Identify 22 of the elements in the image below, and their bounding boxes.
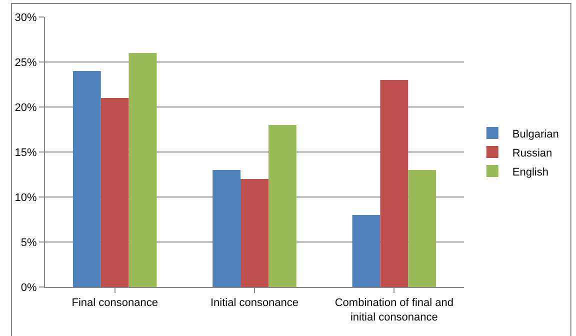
bar (268, 125, 296, 287)
x-tick-label: Final consonance (72, 297, 158, 310)
legend-label: Russian (512, 147, 552, 160)
bar (352, 215, 380, 287)
y-tick-label: 15% (14, 146, 38, 159)
bar (240, 179, 268, 287)
x-tick-label: Combination of final and initial consonance (334, 297, 454, 324)
bar (212, 170, 241, 287)
bar (380, 80, 408, 287)
x-tick-label: Initial consonance (210, 297, 299, 310)
legend-label: Bulgarian (512, 128, 559, 140)
y-tick-label: 30% (14, 12, 38, 24)
y-tick-label: 20% (14, 102, 38, 114)
bar (128, 53, 157, 287)
bar (408, 170, 436, 287)
y-tick-label: 5% (20, 236, 38, 249)
bar (72, 71, 101, 287)
bar (100, 98, 129, 287)
y-tick-label: 25% (14, 56, 38, 69)
legend-label: English (512, 166, 548, 178)
y-tick-label: 10% (14, 192, 38, 204)
y-tick-label: 0% (20, 282, 38, 294)
